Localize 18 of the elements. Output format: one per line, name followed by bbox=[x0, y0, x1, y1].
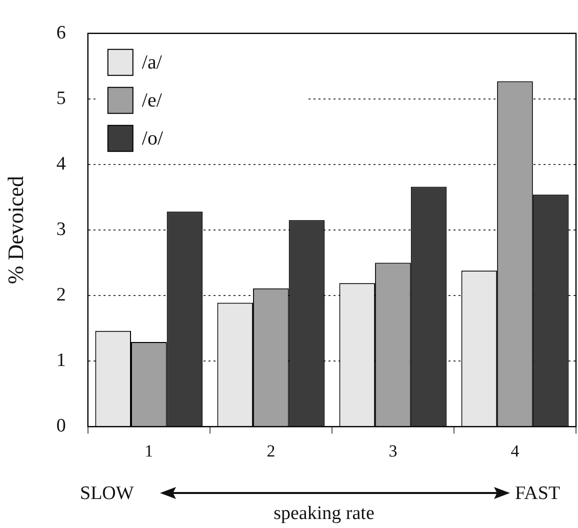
y-tick-label: 4 bbox=[56, 153, 66, 174]
x-tick-label: 4 bbox=[510, 441, 520, 460]
y-tick-label: 1 bbox=[56, 350, 66, 372]
y-tick-label: 5 bbox=[56, 88, 66, 109]
y-tick-label: 0 bbox=[56, 416, 66, 437]
text: FAST bbox=[515, 483, 560, 505]
y-tick-label: 2 bbox=[56, 284, 66, 306]
x-tick-label: 1 bbox=[144, 441, 154, 460]
x-tick-label: 2 bbox=[266, 441, 276, 460]
legend-label: /e/ bbox=[142, 90, 162, 112]
y-tick-label: 3 bbox=[56, 218, 66, 240]
y-axis-title: % Devoiced bbox=[2, 176, 28, 284]
y-tick-label: 6 bbox=[56, 22, 66, 44]
x-tick-label: 3 bbox=[388, 441, 398, 460]
legend-label: /o/ bbox=[142, 128, 164, 150]
legend-label: /a/ bbox=[142, 52, 162, 74]
text: SLOW bbox=[80, 483, 134, 505]
x-axis-title: speaking rate bbox=[272, 503, 376, 525]
